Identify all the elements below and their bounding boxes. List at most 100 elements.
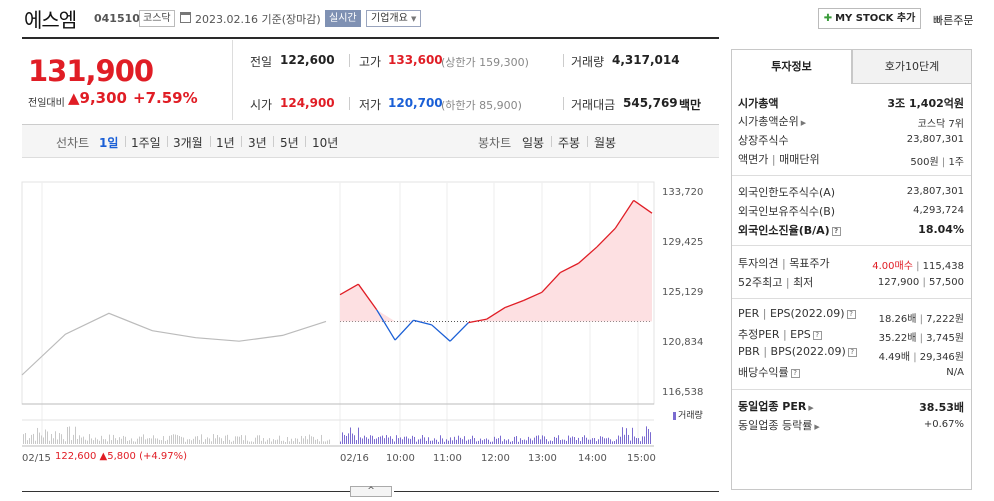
volume-bar — [448, 440, 449, 444]
candle-weekly[interactable]: 주봉 — [558, 136, 581, 150]
volume-bar-prev — [117, 440, 118, 444]
volume-bar-prev — [305, 436, 306, 444]
volume-bar-prev — [67, 426, 68, 444]
current-price: 131,900 — [28, 54, 154, 88]
volume-bar-prev — [87, 440, 88, 444]
help-icon[interactable]: ? — [846, 309, 856, 319]
period-1d[interactable]: 1일 — [99, 136, 119, 150]
foreign-hold-label: 외국인보유주식수(B) — [738, 205, 836, 218]
period-3m[interactable]: 3개월 — [173, 136, 203, 150]
header-divider — [22, 37, 719, 39]
tab-order-book[interactable]: 호가10단계 — [852, 49, 972, 84]
volume-bar-prev — [315, 439, 316, 444]
triangle-up-icon: ▲ — [68, 89, 80, 107]
help-icon[interactable]: ? — [790, 368, 800, 378]
volume-bar-prev — [139, 436, 140, 444]
volume-bar — [400, 437, 401, 444]
candle-daily[interactable]: 일봉 — [522, 136, 545, 150]
volume-bar-prev — [131, 438, 132, 444]
volume-bar-prev — [115, 438, 116, 444]
volume-bar-prev — [325, 441, 326, 444]
trade-unit-label: 매매단위 — [779, 153, 820, 166]
period-5y[interactable]: 5년 — [280, 136, 299, 150]
volume-bar — [508, 439, 509, 444]
sector-per-text: 동일업종 PER — [738, 400, 807, 413]
help-icon[interactable]: ? — [831, 226, 841, 236]
chevron-up-icon: ^ — [367, 486, 375, 496]
trade-unit-text: 1주 — [948, 157, 964, 168]
period-10y[interactable]: 10년 — [312, 136, 339, 150]
volume-bar — [470, 439, 471, 444]
period-1y[interactable]: 1년 — [216, 136, 235, 150]
volume-bar — [462, 439, 463, 444]
volume-bar-prev — [261, 440, 262, 444]
volume-bar — [644, 436, 645, 444]
sector-change-text: 동일업종 등락률 — [738, 419, 813, 432]
volume-bar — [340, 441, 341, 444]
volume-bar-prev — [225, 435, 226, 444]
volume-bar-prev — [85, 439, 86, 444]
sector-change-label[interactable]: 동일업종 등락률 ▶ — [738, 417, 820, 433]
est-per-label[interactable]: 추정PER | EPS? — [738, 326, 822, 342]
sector-per-label[interactable]: 동일업종 PER ▶ — [738, 398, 814, 414]
volume-bar-prev — [149, 438, 150, 444]
volume-bar — [610, 439, 611, 444]
volume-bar — [442, 438, 443, 444]
volume-bar — [358, 427, 359, 444]
volume-legend-label: 거래량 — [678, 411, 703, 421]
volume-bar-prev — [53, 438, 54, 444]
volume-bar — [364, 435, 365, 444]
volume-bar — [626, 428, 627, 444]
quick-order-link[interactable]: 빠른주문 — [933, 14, 974, 27]
tab-investment-info[interactable]: 투자정보 — [731, 49, 852, 84]
price-segment — [596, 227, 616, 248]
add-my-stock-button[interactable]: ✚ MY STOCK 추가 — [818, 8, 921, 29]
foreign-ratio-value: 18.04% — [918, 223, 964, 236]
x-axis-label: 15:00 — [627, 453, 656, 464]
volume-bar — [362, 438, 363, 444]
volume-bar-prev — [247, 440, 248, 444]
divider — [349, 54, 350, 67]
price-segment — [468, 318, 487, 324]
collapse-button[interactable]: ^ — [350, 486, 392, 497]
volume-bar — [632, 427, 633, 444]
volume-bar — [354, 435, 355, 444]
volume-bar — [572, 436, 573, 444]
per-label[interactable]: PER | EPS(2022.09)? — [738, 307, 856, 320]
price-segment — [614, 200, 635, 229]
volume-bar — [416, 441, 417, 444]
volume-bar — [544, 436, 545, 444]
dividend-label[interactable]: 배당수익률? — [738, 364, 800, 380]
volume-bar-prev — [29, 438, 30, 444]
help-icon[interactable]: ? — [812, 330, 822, 340]
pbr-label[interactable]: PBR | BPS(2022.09)? — [738, 345, 857, 358]
volume-bar-prev — [153, 435, 154, 444]
volume-bar — [484, 439, 485, 444]
volume-bar — [452, 440, 453, 444]
period-1w[interactable]: 1주일 — [131, 136, 161, 150]
shares-label: 상장주식수 — [738, 134, 789, 147]
volume-bar — [368, 438, 369, 444]
target-text: 115,438 — [922, 261, 964, 272]
price-chart[interactable]: 133,720 129,425 125,129 120,834 116,538 02/1… — [0, 158, 720, 468]
divider — [22, 491, 350, 492]
help-icon[interactable]: ? — [847, 347, 857, 357]
foreign-ratio-label[interactable]: 외국인소진율(B/A)? — [738, 222, 841, 238]
volume-bar — [408, 438, 409, 444]
prev-close-value: 122,600 — [280, 53, 335, 67]
volume-bar — [590, 439, 591, 444]
candle-monthly[interactable]: 월봉 — [594, 136, 617, 150]
company-overview-button[interactable]: 기업개요 ▼ — [366, 10, 422, 27]
volume-bar — [478, 440, 479, 444]
par-value: 500원 | 1주 — [910, 157, 964, 168]
realtime-button[interactable]: 실시간 — [325, 10, 361, 27]
price-segment — [376, 309, 396, 341]
volume-bar-prev — [197, 436, 198, 444]
market-cap-rank-label[interactable]: 시가총액순위 ▶ — [738, 113, 806, 129]
period-3y[interactable]: 3년 — [248, 136, 267, 150]
volume-bar-prev — [245, 435, 246, 444]
y-tick-label: 133,720 — [662, 187, 703, 198]
volume-bar — [596, 441, 597, 444]
volume-bar — [614, 441, 615, 444]
volume-bar-prev — [121, 438, 122, 444]
